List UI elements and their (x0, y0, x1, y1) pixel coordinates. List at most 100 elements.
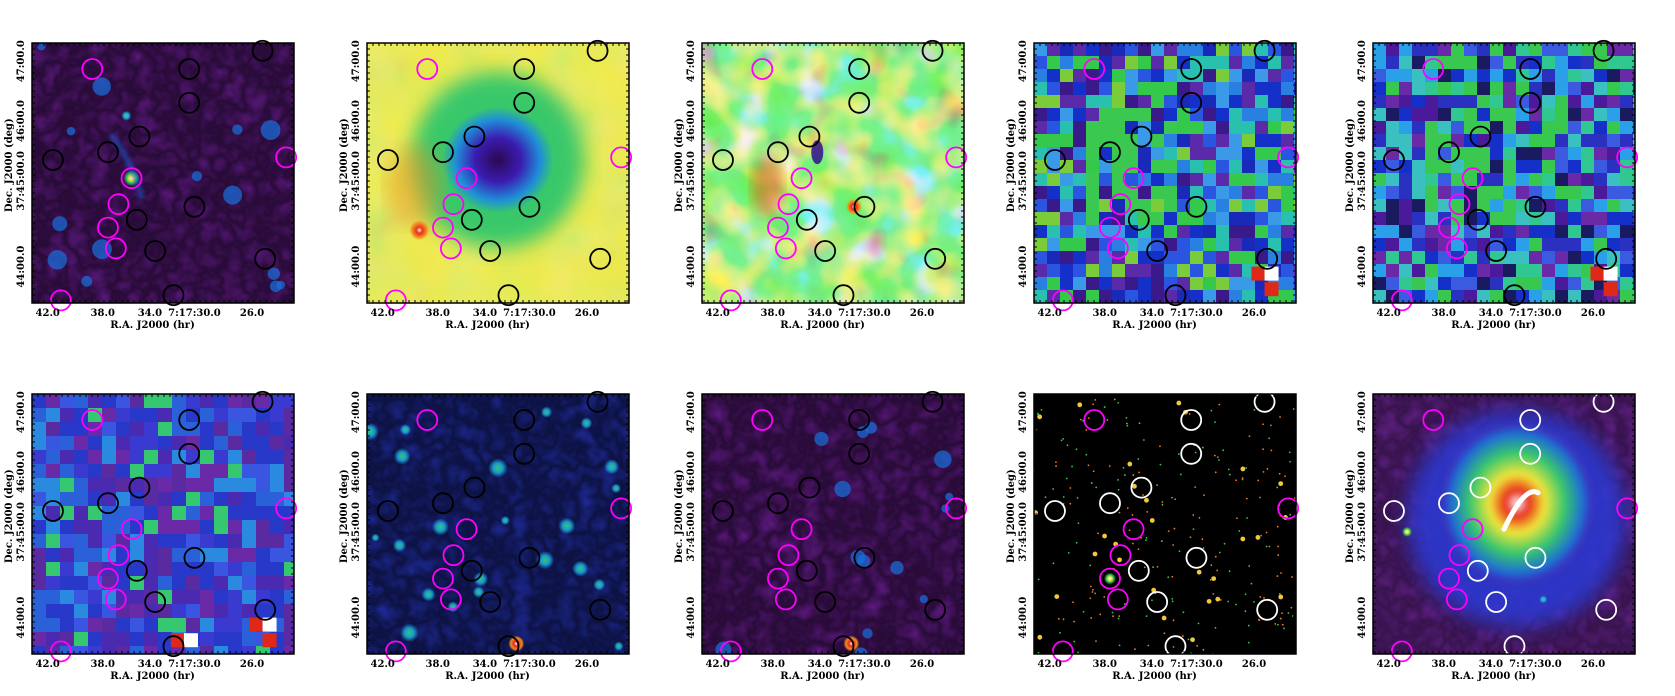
magenta-region-circle (1099, 216, 1121, 239)
x-tick-label: 38.0 (761, 659, 785, 670)
y-axis-label: Dec. J2000 (deg) (1006, 469, 1017, 563)
y-tick-label: 44:00.0 (686, 597, 697, 639)
y-tick-label: 44:00.0 (16, 246, 27, 288)
source-region-circle (1519, 91, 1542, 114)
source-region-circle (513, 442, 536, 465)
magenta-region-circle (751, 58, 774, 80)
y-tick-label: 44:00.0 (351, 597, 362, 639)
x-tick-label: 38.0 (426, 659, 450, 670)
magenta-region-circle (455, 518, 478, 541)
panel-image (1373, 43, 1635, 303)
x-tick-label: 26.0 (1242, 308, 1266, 319)
x-axis-label: R.A. J2000 (hr) (445, 320, 530, 331)
image-panel-3: 42.0 38.0 34.0 7:17:30.0 26.0 R.A. J2000 (hr)… (674, 39, 968, 331)
x-tick-label: 38.0 (426, 308, 450, 319)
source-region-circle (251, 39, 274, 62)
source-region-circle (1044, 149, 1066, 171)
y-tick-label: 46:00.0 (351, 100, 362, 142)
region-overlays (712, 390, 968, 663)
tick-marks (366, 393, 629, 654)
magenta-region-circle (719, 640, 742, 663)
source-region-circle (1130, 125, 1153, 148)
x-tick-label: 38.0 (91, 659, 115, 670)
panel-image (702, 394, 964, 654)
y-axis-label: Dec. J2000 (deg) (1345, 469, 1356, 563)
y-tick-label: 44:00.0 (16, 597, 27, 639)
y-tick-label: 46:00.0 (1018, 451, 1029, 493)
y-tick-label: 37:45:00.0 (1357, 502, 1368, 562)
x-tick-label: 26.0 (910, 308, 934, 319)
tick-marks (366, 42, 629, 303)
x-axis-label: R.A. J2000 (hr) (1112, 671, 1197, 682)
x-tick-label: 42.0 (1038, 659, 1062, 670)
source-region-circle (814, 591, 837, 613)
x-tick-label: 26.0 (1242, 659, 1266, 670)
magenta-region-circle (1390, 640, 1413, 663)
x-tick-label: 7:17:30.0 (838, 659, 891, 670)
panel-frame (1033, 42, 1297, 304)
source-region-circle (1044, 500, 1066, 522)
source-region-circle (1253, 39, 1276, 62)
y-tick-label: 37:45:00.0 (1018, 151, 1029, 211)
magenta-region-circle (416, 58, 439, 80)
magenta-region-circle (774, 588, 797, 611)
source-region-circle (1164, 284, 1187, 307)
y-axis-label: Dec. J2000 (deg) (1345, 118, 1356, 212)
magenta-region-circle (1438, 216, 1460, 239)
source-region-circle (1438, 141, 1460, 164)
x-tick-label: 34.0 (138, 308, 162, 319)
source-region-circle (924, 598, 947, 621)
x-tick-label: 38.0 (1093, 659, 1117, 670)
x-tick-label: 26.0 (910, 659, 934, 670)
magenta-region-circle (790, 167, 813, 190)
y-tick-label: 47:00.0 (686, 391, 697, 433)
tick-marks (1372, 42, 1635, 303)
y-tick-label: 37:45:00.0 (686, 151, 697, 211)
y-tick-label: 37:45:00.0 (16, 502, 27, 562)
x-tick-label: 42.0 (706, 308, 730, 319)
source-region-circle (42, 500, 64, 522)
source-region-circle (1524, 195, 1547, 218)
x-axis-label: R.A. J2000 (hr) (780, 671, 865, 682)
source-region-circle (377, 149, 399, 171)
panel-frame (1033, 393, 1297, 655)
magenta-region-circle (1445, 237, 1468, 260)
magenta-region-circle (1616, 146, 1639, 169)
x-tick-label: 42.0 (1377, 308, 1401, 319)
x-tick-label: 7:17:30.0 (1509, 659, 1562, 670)
panel-frame (701, 393, 965, 655)
panel-image (32, 43, 294, 303)
source-region-circle (183, 195, 206, 218)
x-tick-label: 34.0 (473, 308, 497, 319)
x-tick-label: 38.0 (761, 308, 785, 319)
source-region-circle (128, 125, 151, 148)
y-axis-label: Dec. J2000 (deg) (4, 469, 15, 563)
x-tick-label: 7:17:30.0 (168, 659, 221, 670)
source-region-circle (144, 240, 167, 262)
source-region-circle (1438, 492, 1460, 515)
source-region-circle (586, 390, 609, 413)
magenta-region-circle (1390, 289, 1413, 312)
image-panel-4: 42.0 38.0 34.0 7:17:30.0 26.0 R.A. J2000 (hr)… (1006, 39, 1300, 331)
magenta-region-circle (81, 409, 104, 431)
source-region-circle (1503, 635, 1526, 658)
source-region-circle (1485, 591, 1508, 613)
source-region-circle (1466, 559, 1489, 582)
source-region-circle (251, 390, 274, 413)
source-region-circle (1469, 476, 1492, 499)
source-region-circle (463, 125, 486, 148)
source-region-circle (162, 635, 185, 658)
x-tick-label: 34.0 (473, 659, 497, 670)
region-overlays (42, 390, 298, 663)
source-region-circle (513, 409, 536, 431)
panel-image (32, 394, 294, 654)
y-axis-label: Dec. J2000 (deg) (1006, 118, 1017, 212)
source-region-circle (814, 240, 837, 262)
magenta-region-circle (97, 216, 119, 239)
panel-frame (366, 42, 630, 304)
magenta-region-circle (1099, 567, 1121, 590)
magenta-region-circle (432, 216, 454, 239)
panel-frame (701, 42, 965, 304)
y-tick-label: 47:00.0 (1018, 391, 1029, 433)
